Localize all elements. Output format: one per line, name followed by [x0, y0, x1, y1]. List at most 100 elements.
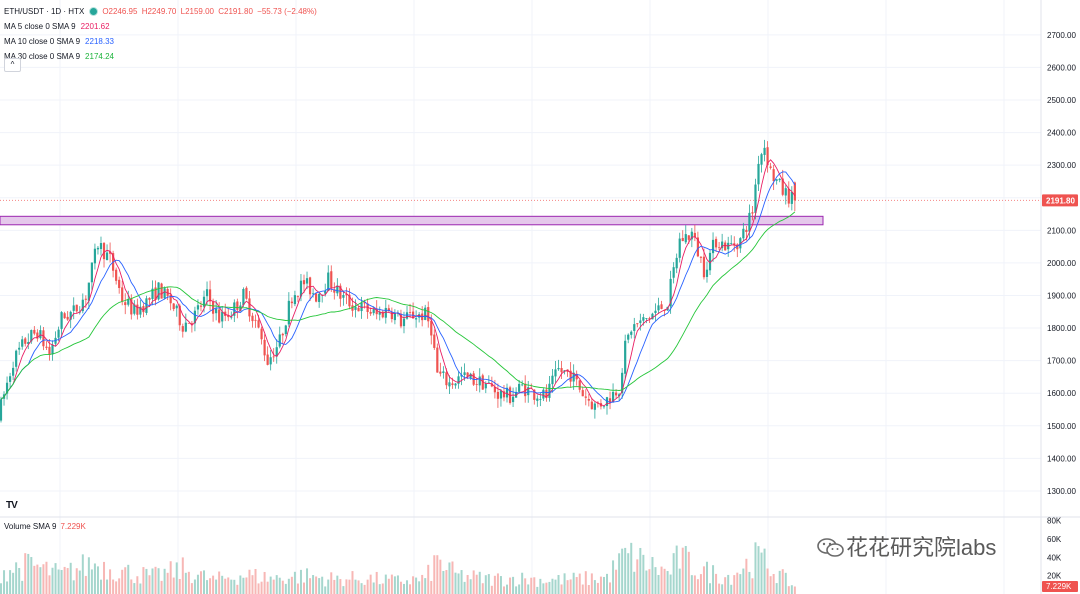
candle-body[interactable] — [427, 307, 430, 322]
candle-body[interactable] — [166, 288, 169, 296]
candle-body[interactable] — [705, 269, 709, 277]
candle-body[interactable] — [39, 330, 42, 339]
candle-body[interactable] — [84, 298, 87, 300]
candle-body[interactable] — [251, 315, 254, 322]
candle-body[interactable] — [81, 299, 84, 312]
candle-body[interactable] — [484, 383, 487, 389]
candle-body[interactable] — [502, 391, 506, 398]
market-status-icon[interactable] — [90, 8, 98, 15]
candle-body[interactable] — [254, 319, 257, 321]
candle-body[interactable] — [624, 340, 627, 374]
candle-body[interactable] — [511, 396, 515, 403]
candle-body[interactable] — [505, 387, 509, 398]
candle-body[interactable] — [90, 262, 93, 283]
candle-body[interactable] — [75, 304, 78, 312]
candle-body[interactable] — [357, 307, 360, 312]
candle-body[interactable] — [318, 293, 321, 303]
candle-body[interactable] — [118, 279, 121, 289]
candle-body[interactable] — [281, 333, 284, 336]
candle-body[interactable] — [760, 154, 763, 165]
candle-body[interactable] — [736, 244, 739, 250]
collapse-legend-button[interactable]: ^ — [4, 58, 21, 72]
candle-body[interactable] — [457, 376, 460, 384]
candle-body[interactable] — [302, 280, 306, 285]
resistance-zone[interactable] — [0, 215, 824, 226]
ma5-legend-row[interactable]: MA 5 close 0 SMA 9 2201.62 — [4, 19, 319, 34]
candle-body[interactable] — [69, 311, 72, 320]
candle-body[interactable] — [402, 318, 406, 327]
candle-body[interactable] — [451, 383, 454, 385]
candle-body[interactable] — [618, 394, 621, 397]
candle-body[interactable] — [442, 371, 445, 373]
candle-body[interactable] — [493, 386, 496, 393]
candle-body[interactable] — [778, 178, 781, 181]
price-axis[interactable]: 2700.002600.002500.002400.002300.002200.… — [1042, 31, 1078, 496]
candle-body[interactable] — [108, 251, 112, 254]
tradingview-logo[interactable]: TV — [6, 500, 18, 511]
candle-body[interactable] — [369, 311, 372, 314]
candle-body[interactable] — [36, 332, 39, 339]
candle-body[interactable] — [518, 383, 521, 392]
candle-body[interactable] — [524, 383, 527, 397]
candle-body[interactable] — [439, 371, 442, 374]
candle-body[interactable] — [45, 346, 48, 348]
candle-body[interactable] — [693, 232, 696, 238]
candle-body[interactable] — [633, 324, 636, 331]
candle-body[interactable] — [587, 398, 590, 401]
candle-body[interactable] — [8, 376, 12, 382]
candle-body[interactable] — [42, 330, 45, 347]
candle-body[interactable] — [275, 347, 278, 357]
candle-body[interactable] — [290, 301, 293, 304]
candle-body[interactable] — [469, 373, 472, 378]
candle-body[interactable] — [245, 287, 248, 299]
candle-body[interactable] — [415, 318, 418, 320]
candlesticks[interactable] — [0, 139, 796, 423]
candle-body[interactable] — [269, 357, 272, 365]
candle-body[interactable] — [330, 271, 333, 289]
candle-body[interactable] — [390, 311, 393, 320]
candle-body[interactable] — [163, 288, 166, 299]
candle-body[interactable] — [257, 320, 260, 328]
candle-body[interactable] — [130, 298, 133, 315]
candle-body[interactable] — [66, 316, 69, 320]
candle-body[interactable] — [142, 306, 145, 313]
candle-body[interactable] — [560, 368, 563, 373]
candle-body[interactable] — [790, 191, 793, 204]
candle-body[interactable] — [387, 308, 390, 311]
candle-body[interactable] — [93, 248, 97, 264]
candle-body[interactable] — [645, 318, 648, 319]
ma10-legend-row[interactable]: MA 10 close 0 SMA 9 2218.33 — [4, 34, 319, 49]
candle-body[interactable] — [433, 334, 436, 348]
candle-body[interactable] — [657, 305, 660, 311]
candle-body[interactable] — [772, 169, 775, 182]
candle-body[interactable] — [266, 354, 269, 365]
candle-body[interactable] — [154, 287, 157, 300]
candle-body[interactable] — [124, 302, 127, 306]
candle-body[interactable] — [608, 398, 612, 403]
candle-body[interactable] — [724, 242, 727, 251]
candle-body[interactable] — [384, 307, 387, 318]
candle-body[interactable] — [481, 375, 484, 390]
candle-body[interactable] — [169, 294, 172, 304]
candle-body[interactable] — [348, 294, 351, 307]
candle-body[interactable] — [627, 334, 630, 340]
candle-body[interactable] — [160, 283, 163, 299]
candle-body[interactable] — [175, 305, 178, 309]
candle-body[interactable] — [190, 323, 193, 325]
candle-body[interactable] — [663, 310, 666, 311]
candle-body[interactable] — [48, 346, 51, 355]
candle-body[interactable] — [702, 256, 706, 278]
candle-body[interactable] — [178, 305, 181, 326]
candle-body[interactable] — [408, 311, 412, 313]
candle-body[interactable] — [775, 179, 778, 181]
candle-body[interactable] — [293, 295, 297, 305]
candle-body[interactable] — [478, 376, 481, 386]
candle-body[interactable] — [127, 299, 130, 305]
candle-body[interactable] — [27, 341, 30, 345]
candle-body[interactable] — [87, 282, 90, 301]
candle-body[interactable] — [763, 147, 766, 155]
candle-body[interactable] — [375, 308, 378, 315]
candle-body[interactable] — [684, 234, 687, 243]
